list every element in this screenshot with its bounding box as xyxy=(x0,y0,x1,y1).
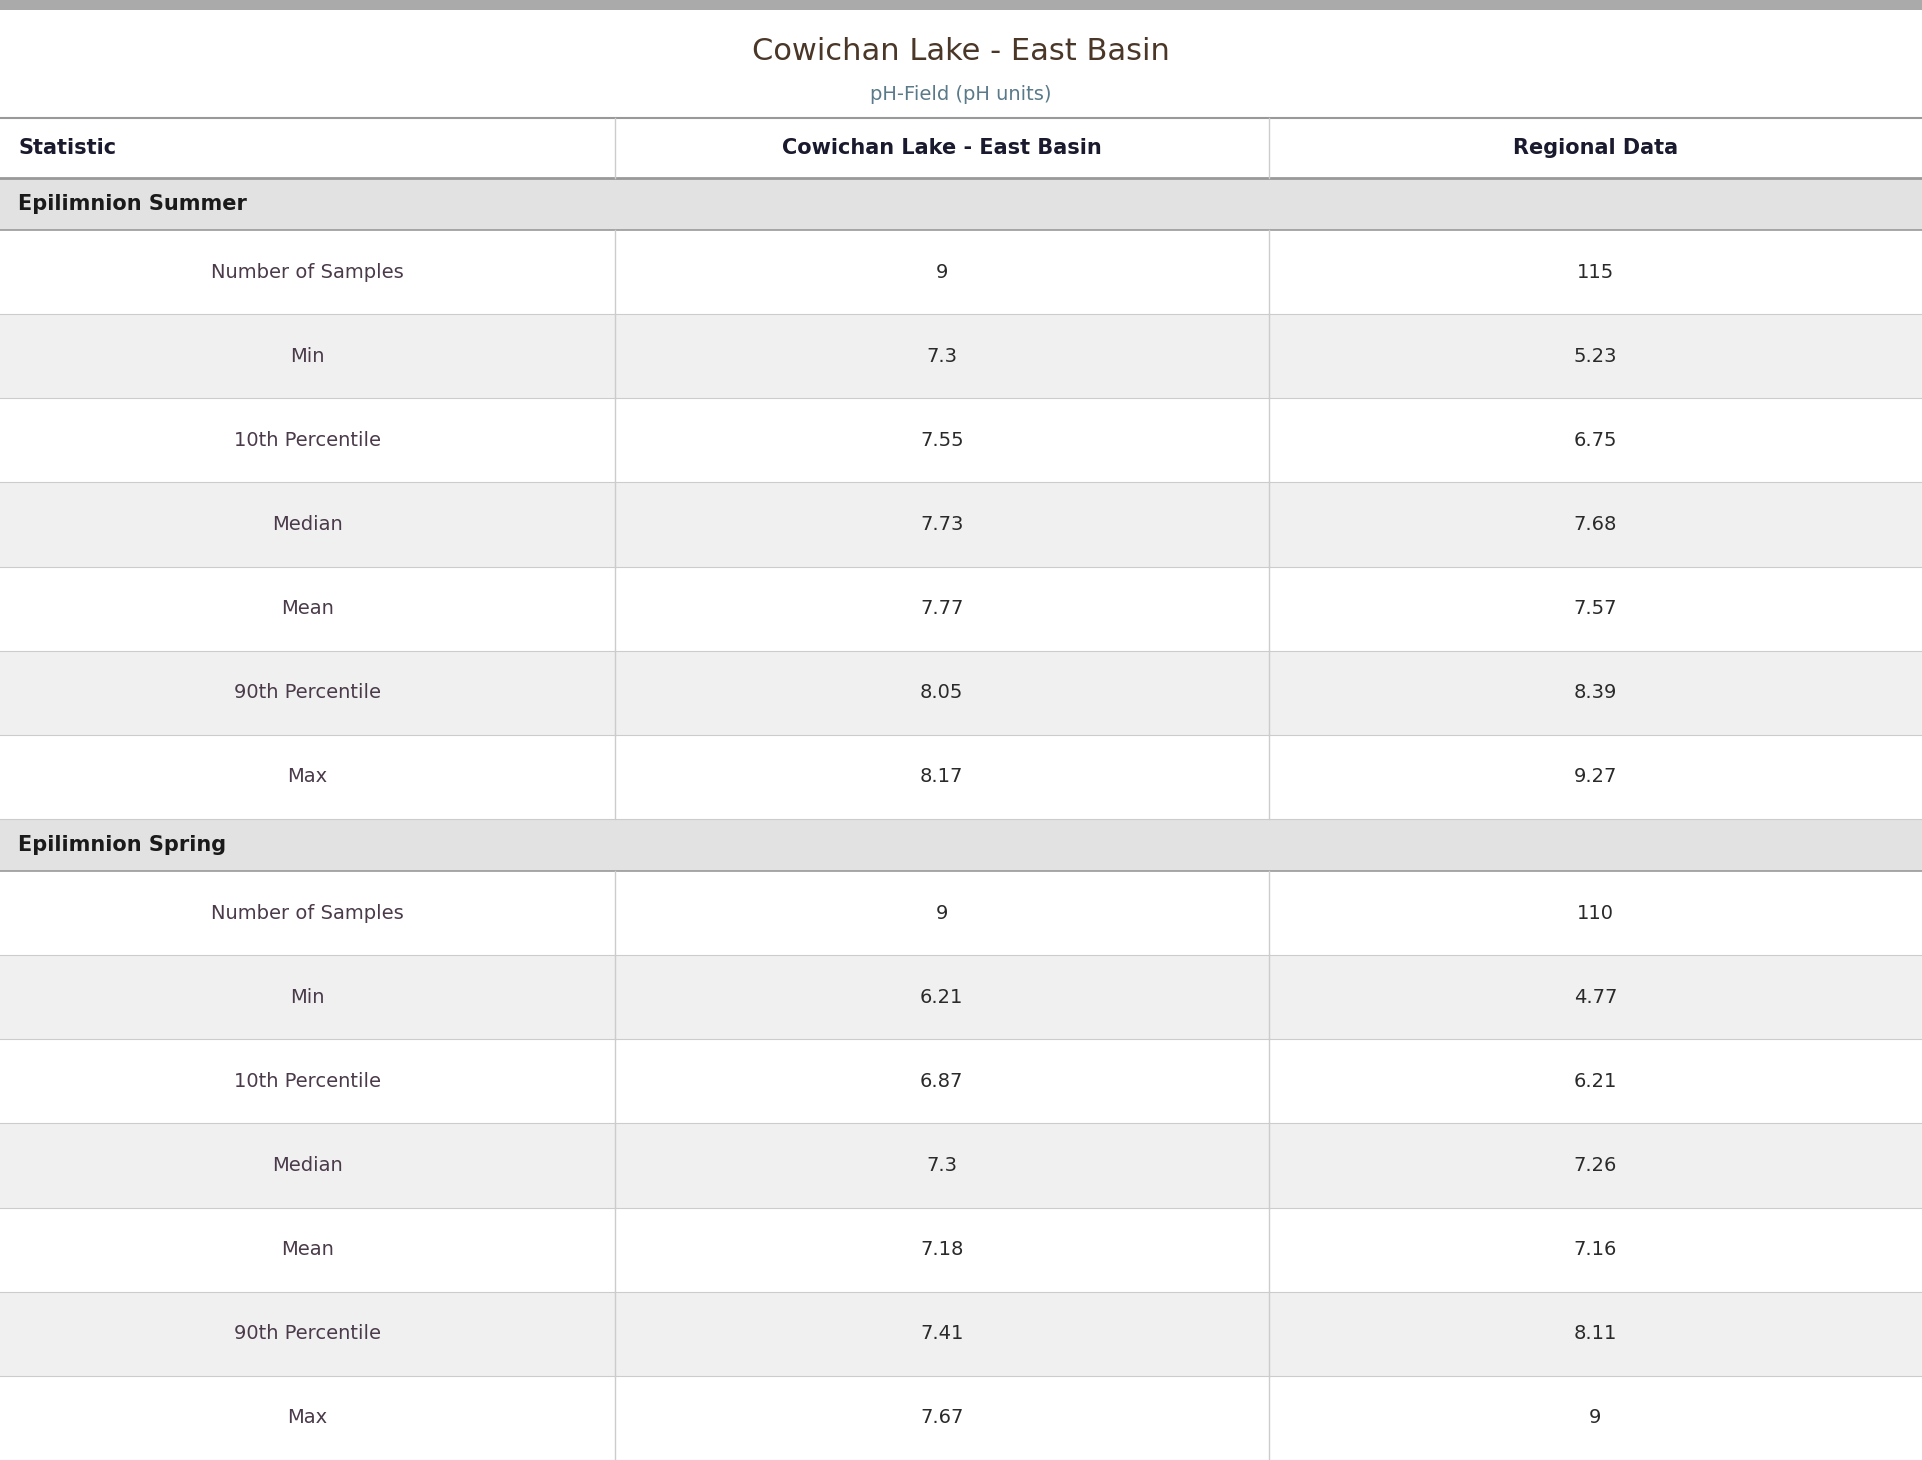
Text: 8.39: 8.39 xyxy=(1574,683,1616,702)
Text: 10th Percentile: 10th Percentile xyxy=(234,431,381,450)
Bar xyxy=(0,1375,1922,1460)
Text: 8.11: 8.11 xyxy=(1574,1324,1616,1343)
Text: 7.41: 7.41 xyxy=(921,1324,963,1343)
Text: 9.27: 9.27 xyxy=(1574,768,1616,787)
Bar xyxy=(0,1207,1922,1292)
Bar xyxy=(0,1040,1922,1123)
Text: Number of Samples: Number of Samples xyxy=(211,904,404,923)
Bar xyxy=(0,955,1922,1040)
Text: 6.21: 6.21 xyxy=(1574,1072,1616,1091)
Text: 7.67: 7.67 xyxy=(921,1409,963,1428)
Text: 4.77: 4.77 xyxy=(1574,988,1616,1007)
Text: 7.77: 7.77 xyxy=(921,599,963,618)
Text: 7.55: 7.55 xyxy=(921,431,963,450)
Text: 7.16: 7.16 xyxy=(1574,1240,1616,1259)
Bar xyxy=(0,651,1922,734)
Text: Mean: Mean xyxy=(281,1240,334,1259)
Bar xyxy=(0,231,1922,314)
Text: 9: 9 xyxy=(936,263,948,282)
Text: Statistic: Statistic xyxy=(17,139,115,158)
Bar xyxy=(0,872,1922,955)
Text: Max: Max xyxy=(288,1409,327,1428)
Text: 10th Percentile: 10th Percentile xyxy=(234,1072,381,1091)
Text: 110: 110 xyxy=(1576,904,1614,923)
Bar xyxy=(0,0,1922,10)
Text: Epilimnion Summer: Epilimnion Summer xyxy=(17,194,246,215)
Text: 90th Percentile: 90th Percentile xyxy=(234,683,381,702)
Bar xyxy=(0,566,1922,651)
Bar xyxy=(0,178,1922,231)
Text: 9: 9 xyxy=(1589,1409,1601,1428)
Text: 90th Percentile: 90th Percentile xyxy=(234,1324,381,1343)
Text: 7.68: 7.68 xyxy=(1574,515,1616,534)
Text: 7.3: 7.3 xyxy=(926,346,957,365)
Bar xyxy=(0,819,1922,872)
Bar xyxy=(0,399,1922,482)
Bar xyxy=(0,1123,1922,1207)
Text: 5.23: 5.23 xyxy=(1574,346,1616,365)
Bar xyxy=(0,1292,1922,1375)
Text: Number of Samples: Number of Samples xyxy=(211,263,404,282)
Text: 8.05: 8.05 xyxy=(921,683,963,702)
Text: Min: Min xyxy=(290,346,325,365)
Text: Max: Max xyxy=(288,768,327,787)
Text: 6.75: 6.75 xyxy=(1574,431,1616,450)
Text: Median: Median xyxy=(273,515,342,534)
Text: Cowichan Lake - East Basin: Cowichan Lake - East Basin xyxy=(782,139,1101,158)
Bar xyxy=(0,314,1922,399)
Text: 7.57: 7.57 xyxy=(1574,599,1616,618)
Text: 7.73: 7.73 xyxy=(921,515,963,534)
Bar xyxy=(0,482,1922,566)
Text: 6.87: 6.87 xyxy=(921,1072,963,1091)
Text: 7.18: 7.18 xyxy=(921,1240,963,1259)
Text: pH-Field (pH units): pH-Field (pH units) xyxy=(871,86,1051,105)
Bar xyxy=(0,734,1922,819)
Bar xyxy=(0,118,1922,178)
Text: 8.17: 8.17 xyxy=(921,768,963,787)
Text: Min: Min xyxy=(290,988,325,1007)
Text: 6.21: 6.21 xyxy=(921,988,963,1007)
Text: 115: 115 xyxy=(1576,263,1614,282)
Text: Cowichan Lake - East Basin: Cowichan Lake - East Basin xyxy=(752,38,1170,67)
Text: Epilimnion Spring: Epilimnion Spring xyxy=(17,835,227,856)
Text: Regional Data: Regional Data xyxy=(1513,139,1678,158)
Text: 9: 9 xyxy=(936,904,948,923)
Text: 7.26: 7.26 xyxy=(1574,1156,1616,1175)
Text: Mean: Mean xyxy=(281,599,334,618)
Text: Median: Median xyxy=(273,1156,342,1175)
Text: 7.3: 7.3 xyxy=(926,1156,957,1175)
